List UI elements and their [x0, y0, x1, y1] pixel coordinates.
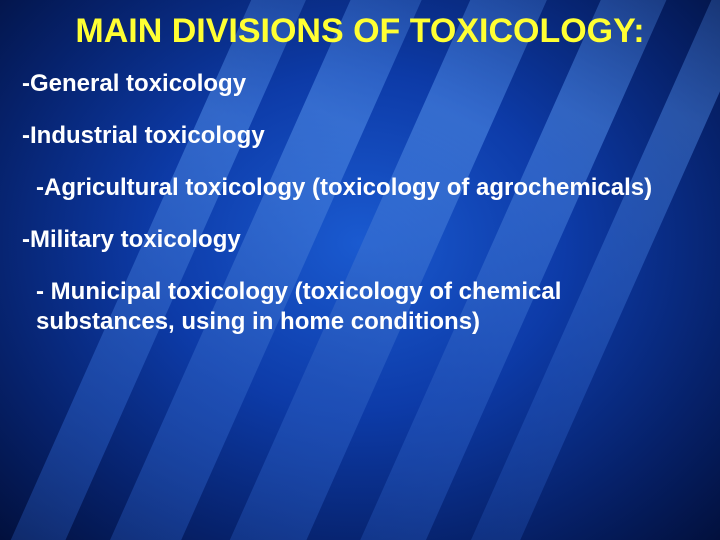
list-item: - Municipal toxicology (toxicology of ch… [22, 277, 692, 337]
slide-body: -General toxicology -Industrial toxicolo… [0, 51, 720, 337]
list-item: -Military toxicology [22, 225, 692, 255]
list-item: -Industrial toxicology [22, 121, 692, 151]
slide: MAIN DIVISIONS OF TOXICOLOGY: -General t… [0, 0, 720, 540]
slide-title: MAIN DIVISIONS OF TOXICOLOGY: [0, 0, 720, 51]
list-item: -General toxicology [22, 69, 692, 99]
list-item: -Agricultural toxicology (toxicology of … [22, 173, 692, 203]
